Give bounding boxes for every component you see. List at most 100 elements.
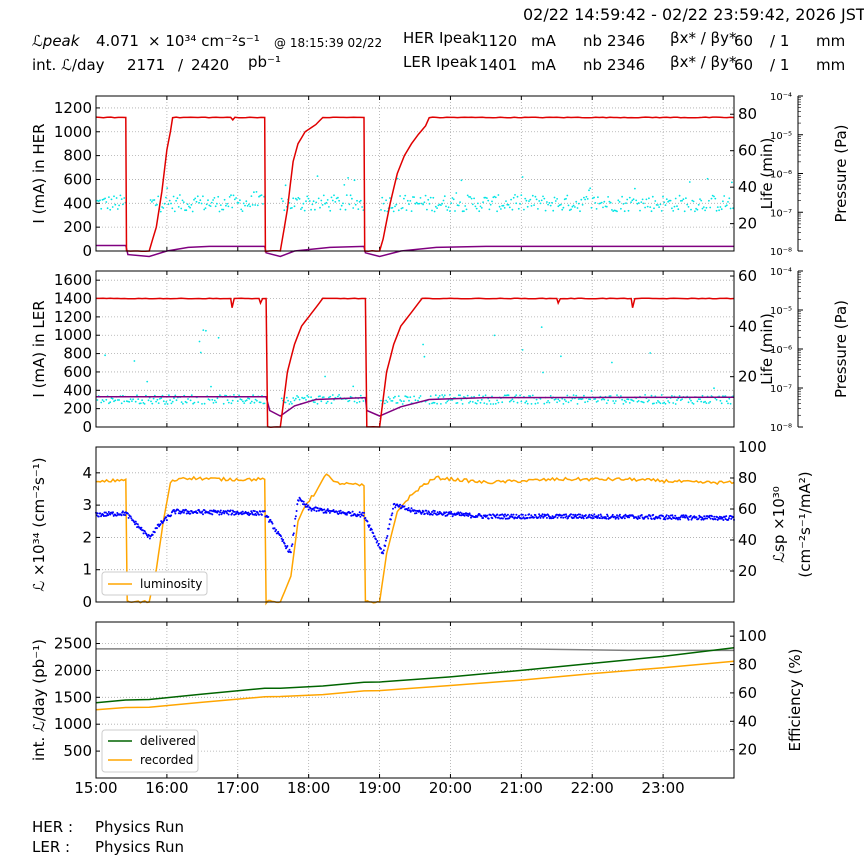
pressure-point <box>149 199 152 201</box>
specific-luminosity-point <box>185 508 187 511</box>
pressure-tick-label: 10⁻⁸ <box>770 423 792 434</box>
pressure-point <box>188 205 190 208</box>
pressure-point <box>358 200 361 203</box>
specific-luminosity-point <box>289 551 292 554</box>
pressure-point <box>423 355 426 358</box>
pressure-point <box>356 199 358 202</box>
specific-luminosity-point <box>177 512 180 515</box>
pressure-point <box>552 209 555 212</box>
specific-luminosity-point <box>448 512 450 515</box>
y-tick-label: 2500 <box>54 635 92 653</box>
pressure-point <box>658 401 660 403</box>
pressure-point <box>649 206 652 209</box>
specific-luminosity-point <box>574 513 577 516</box>
y-tick-label: 1500 <box>54 688 92 706</box>
specific-luminosity-point <box>174 512 177 515</box>
pressure-point <box>387 396 390 398</box>
ler-beta-value: 60 <box>734 56 754 74</box>
specific-luminosity-point <box>713 515 716 518</box>
pressure-point <box>222 402 225 405</box>
specific-luminosity-point <box>597 514 600 517</box>
pressure-point <box>175 199 178 202</box>
pressure-point <box>641 198 644 201</box>
x-tick-label: 17:00 <box>216 779 259 797</box>
pressure-point <box>324 375 326 378</box>
pressure-point <box>650 394 653 397</box>
pressure-point <box>204 207 207 210</box>
pressure-point <box>510 198 512 201</box>
specific-luminosity-point <box>377 544 380 547</box>
pressure-point <box>551 201 553 204</box>
specific-luminosity-point <box>394 506 397 509</box>
pressure-point <box>540 326 543 328</box>
pressure-point <box>696 400 699 403</box>
pressure-point <box>537 208 539 210</box>
pressure-point <box>521 349 524 351</box>
pressure-point <box>316 175 319 178</box>
pressure-point <box>180 401 183 403</box>
pressure-point <box>195 200 198 203</box>
pressure-point <box>259 401 262 404</box>
pressure-point <box>567 401 570 404</box>
pressure-point <box>110 198 113 201</box>
specific-luminosity-point <box>196 512 199 514</box>
pressure-point <box>454 210 456 212</box>
specific-luminosity-point <box>577 517 579 519</box>
pressure-point <box>322 396 325 398</box>
pressure-point <box>201 403 203 405</box>
y-tick-label: 600 <box>63 170 92 188</box>
specific-luminosity-point <box>389 518 392 521</box>
pressure-point <box>236 400 239 402</box>
pressure-point <box>321 204 324 206</box>
pressure-point <box>681 199 683 202</box>
pressure-point <box>284 401 287 404</box>
specific-luminosity-point <box>521 513 524 516</box>
y-right-tick-label: 60 <box>738 267 757 285</box>
specific-luminosity-point <box>210 509 213 512</box>
pressure-point <box>515 394 518 396</box>
pressure-point <box>659 203 662 206</box>
specific-luminosity-point <box>636 518 639 520</box>
x-tick-label: 15:00 <box>74 779 117 797</box>
pressure-point <box>228 196 231 198</box>
pressure-point <box>185 209 188 212</box>
pressure-tick-label: 10⁻⁴ <box>770 92 792 103</box>
pressure-point <box>294 397 297 400</box>
pressure-point <box>166 403 169 405</box>
pressure-point <box>109 208 112 211</box>
pressure-point <box>114 399 117 402</box>
pressure-point <box>386 401 389 403</box>
pressure-point <box>622 203 625 205</box>
her-beta-unit: mm <box>816 32 846 50</box>
pressure-point <box>469 400 472 403</box>
y-axis-label: int. ℒ/day (pb⁻¹) <box>30 639 48 761</box>
specific-luminosity-point <box>376 540 379 542</box>
pressure-point <box>613 402 616 405</box>
pressure-point <box>209 205 212 208</box>
specific-luminosity-point <box>313 509 316 512</box>
pressure-point <box>129 398 132 401</box>
pressure-point <box>667 200 669 203</box>
pressure-point <box>719 206 722 208</box>
specific-luminosity-point <box>355 515 358 518</box>
pressure-point <box>548 202 551 204</box>
specific-luminosity-point <box>409 509 411 512</box>
pressure-point <box>627 209 630 212</box>
x-tick-label: 22:00 <box>571 779 614 797</box>
pressure-point <box>486 403 488 405</box>
lpeak-time: @ 18:15:39 02/22 <box>274 36 383 50</box>
y-tick-label: 0 <box>82 242 92 260</box>
pressure-point <box>170 402 173 405</box>
pressure-point <box>487 199 490 202</box>
specific-luminosity-point <box>506 513 509 516</box>
pressure-point <box>561 208 564 211</box>
pressure-point <box>607 399 609 402</box>
pressure-point <box>420 202 423 205</box>
y-tick-label: 0 <box>82 418 92 436</box>
pressure-point <box>245 399 248 402</box>
specific-luminosity-point <box>664 518 667 521</box>
specific-luminosity-point <box>706 517 709 520</box>
pressure-point <box>612 400 615 402</box>
pressure-point <box>646 205 649 208</box>
pressure-point <box>593 196 595 199</box>
